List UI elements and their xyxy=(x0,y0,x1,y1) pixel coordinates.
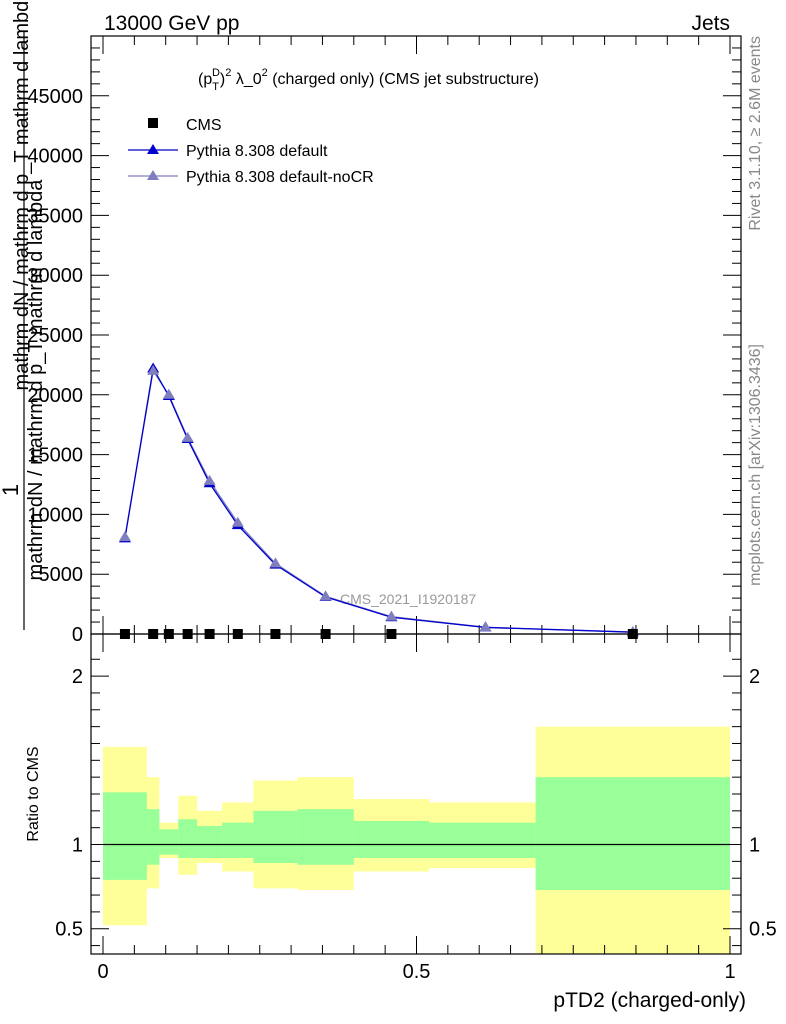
ratio-panel: 0.5 0.51 12 2 0 0.5 1 xyxy=(55,633,777,983)
point-noCR xyxy=(147,364,160,375)
main-ytick-label: 35000 xyxy=(27,205,83,227)
ratio-ytick-label-right: 0.5 xyxy=(749,919,777,941)
legend-noCR-label: Pythia 8.308 default-noCR xyxy=(186,169,374,186)
point-noCR xyxy=(269,557,282,568)
main-ylabel: mathrm dN / mathrm d p_T mathrm d lambda… xyxy=(0,0,47,630)
plot-title: (pTD)2 λ_02 (charged only) (CMS jet subs… xyxy=(198,67,539,93)
ratio-band-inner xyxy=(297,809,354,865)
point-noCR xyxy=(479,621,492,632)
ratio-xtick-label: 0.5 xyxy=(403,961,431,983)
legend: CMS Pythia 8.308 default Pythia 8.308 de… xyxy=(128,117,374,186)
side-text-rivet: Rivet 3.1.10, ≥ 2.6M events xyxy=(747,36,764,231)
ratio-ytick-label: 0.5 xyxy=(55,919,83,941)
legend-cms-marker xyxy=(148,118,158,128)
main-yticks: 0 5000 10000 15000 20000 25000 30000 35000 40000… xyxy=(27,47,741,646)
header-left: 13000 GeV pp xyxy=(104,12,239,35)
legend-default-label: Pythia 8.308 default xyxy=(186,143,328,160)
main-ytick-label: 40000 xyxy=(27,146,83,168)
ratio-bands xyxy=(103,726,730,954)
main-ytick-label: 45000 xyxy=(27,86,83,108)
title-mid: λ_0 xyxy=(231,71,261,88)
ratio-band-inner xyxy=(353,820,430,858)
ylabel-one: 1 xyxy=(0,484,23,496)
main-ytick-label: 25000 xyxy=(27,325,83,347)
legend-noCR-marker xyxy=(147,170,159,180)
point-noCR xyxy=(319,590,332,601)
title-suffix: (charged only) (CMS jet substructure) xyxy=(268,71,539,88)
ratio-ytick-label: 1 xyxy=(72,835,83,857)
ratio-band-inner xyxy=(146,809,160,865)
point-noCR xyxy=(162,388,175,399)
legend-cms-label: CMS xyxy=(186,117,222,134)
title-sub: T xyxy=(212,81,219,93)
point-noCR xyxy=(181,431,194,442)
ratio-yticks: 0.5 0.5 1 1 2 2 xyxy=(55,658,777,947)
main-ytick-label: 30000 xyxy=(27,265,83,287)
ratio-xticks: 0 0.5 1 xyxy=(97,634,736,983)
point-noCR xyxy=(385,610,398,621)
point-noCR xyxy=(118,531,131,542)
ratio-ytick-label-right: 2 xyxy=(749,666,760,688)
title-prefix: (p xyxy=(198,71,212,88)
analysis-watermark: CMS_2021_I1920187 xyxy=(340,591,476,607)
ratio-band-inner xyxy=(222,822,254,858)
header-right: Jets xyxy=(691,12,730,35)
ratio-band-inner xyxy=(197,826,223,858)
point-noCR xyxy=(231,516,244,527)
main-ytick-label: 20000 xyxy=(27,385,83,407)
ratio-band-inner xyxy=(159,829,179,855)
ratio-ylabel: Ratio to CMS xyxy=(25,746,42,841)
ratio-xtick-label: 0 xyxy=(97,961,108,983)
title-sup3: 2 xyxy=(262,67,268,79)
title-sup2: 2 xyxy=(225,67,231,79)
title-sup: D xyxy=(212,67,220,79)
main-ytick-label: 15000 xyxy=(27,445,83,467)
ratio-band-inner xyxy=(253,810,298,864)
ratio-band-inner xyxy=(429,822,536,858)
legend-default-marker xyxy=(147,144,159,154)
ratio-xtick-label: 1 xyxy=(724,961,735,983)
ratio-ytick-label-right: 1 xyxy=(749,835,760,857)
ratio-band-inner xyxy=(103,792,147,880)
ylabel-numerator: mathrm dN / mathrm d p_T mathrm d lambda xyxy=(11,0,33,390)
main-ytick-label: 0 xyxy=(72,624,83,646)
main-xticks xyxy=(102,36,731,634)
ylabel-denominator: mathrm dN / mathrm d p_T mathrm d lambda xyxy=(25,179,47,581)
ratio-ytick-label: 2 xyxy=(72,666,83,688)
main-ytick-label: 5000 xyxy=(39,564,84,586)
title-rest: ) xyxy=(220,71,225,88)
main-ytick-label: 10000 xyxy=(27,504,83,526)
main-panel: 0 5000 10000 15000 20000 25000 30000 35000 40000… xyxy=(27,35,742,646)
point-noCR xyxy=(203,474,216,485)
x-axis-label: pTD2 (charged-only) xyxy=(553,989,746,1012)
ratio-band-inner xyxy=(535,777,730,890)
ratio-band-inner xyxy=(178,819,198,858)
side-text-mcplots: mcplots.cern.ch [arXiv:1306.3436] xyxy=(747,344,764,586)
